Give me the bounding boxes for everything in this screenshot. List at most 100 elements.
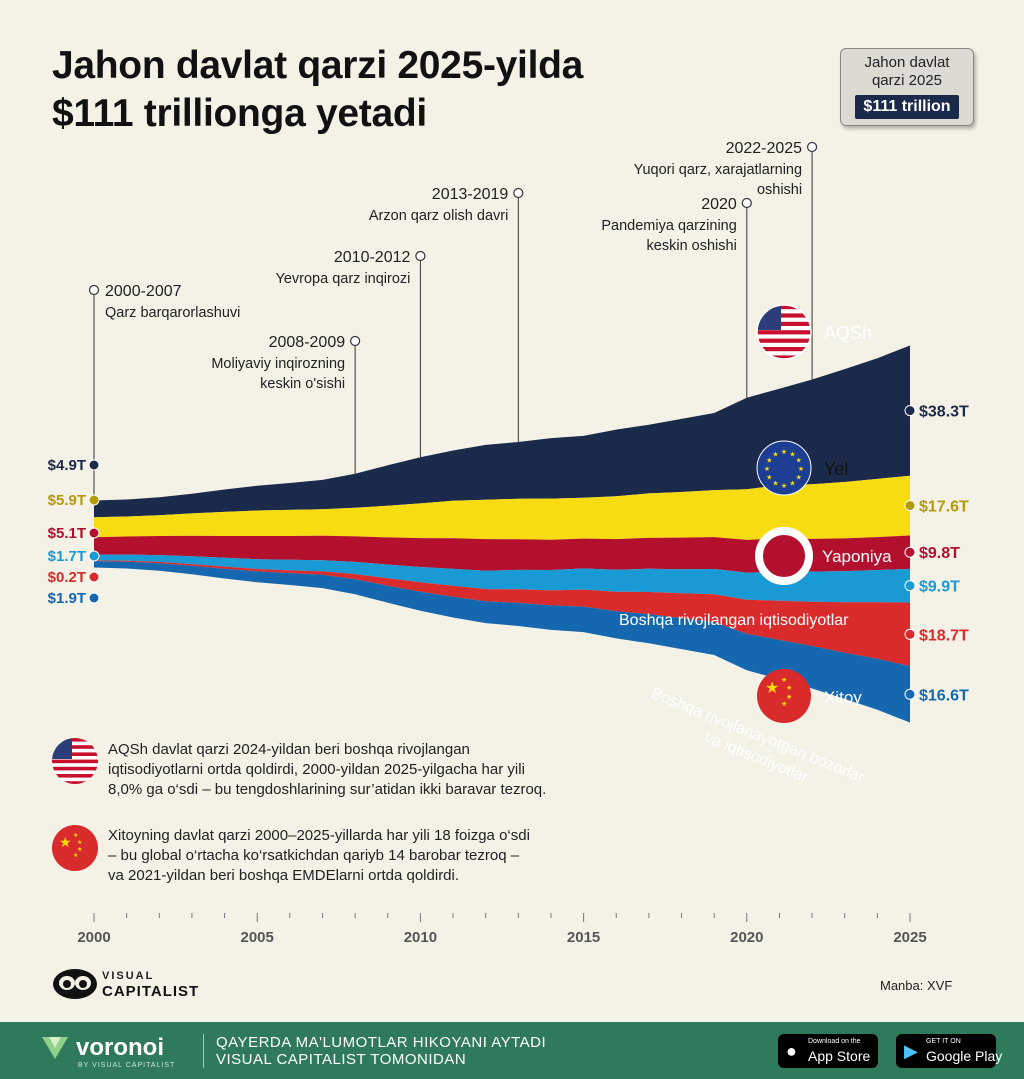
note-china-line: – bu global o‘rtacha ko‘rsatkichdan qari… [108, 847, 520, 864]
annotation-period: 2000-2007 [105, 283, 182, 300]
eu-star-icon: ★ [796, 457, 802, 465]
region-label-jp: Yaponiya [822, 547, 892, 566]
footer-bar: voronoi BY VISUAL CAPITALIST QAYERDA MA'… [0, 1022, 1024, 1079]
annotation-period: 2013-2019 [432, 186, 509, 203]
total-debt-value: $111 trillion [855, 95, 959, 119]
eu-star-icon: ★ [772, 450, 778, 458]
svg-text:★: ★ [786, 693, 792, 701]
eu-star-icon: ★ [781, 482, 787, 490]
start-value-label: $0.2T [48, 569, 86, 586]
annotation-period: 2008-2009 [269, 334, 346, 351]
annotation-text: Yuqori qarz, xarajatlarning [634, 162, 802, 178]
end-dot [904, 546, 916, 558]
svg-text:★: ★ [786, 684, 792, 692]
region-label-adv: Boshqa rivojlangan iqtisodiyotlar [619, 612, 849, 629]
note-us-line: iqtisodiyotlarni ortda qoldirdi, 2000-yi… [108, 761, 525, 778]
region-label-eu: Yel [824, 459, 848, 479]
end-value-label: $18.7T [919, 627, 969, 644]
app-store-button[interactable]: ● Download on the App Store [778, 1034, 878, 1068]
china-flag-icon: ★ ★ ★ ★ ★ [757, 669, 811, 723]
us-flag-icon [757, 305, 811, 359]
x-tick-label: 2010 [404, 929, 437, 946]
end-dot [904, 580, 916, 592]
app-store-small: Download on the [808, 1038, 861, 1045]
eu-star-icon: ★ [772, 480, 778, 488]
visual-capitalist-logo: VISUAL CAPITALIST [52, 966, 198, 1007]
annotation-period: 2020 [701, 196, 737, 213]
svg-text:★: ★ [77, 839, 82, 846]
x-tick-label: 2025 [893, 929, 926, 946]
voronoi-sub: BY VISUAL CAPITALIST [78, 1062, 176, 1069]
end-value-label: $16.6T [919, 687, 969, 704]
note-us: AQSh davlat qarzi 2024-yildan beri boshq… [108, 740, 546, 800]
title-line-1: Jahon davlat qarzi 2025-yilda [52, 44, 584, 87]
end-value-label: $17.6T [919, 499, 969, 516]
annotation-marker [741, 197, 752, 209]
annotation-text: keskin oshishi [647, 238, 737, 254]
x-tick-label: 2005 [241, 929, 274, 946]
total-debt-box: Jahon davlat qarzi 2025 $111 trillion [840, 48, 974, 126]
annotation-text: Moliyaviy inqirozning [211, 356, 345, 372]
annotation-text: oshishi [757, 182, 802, 198]
app-store-label: App Store [808, 1048, 871, 1064]
google-play-small: GET IT ON [926, 1038, 961, 1045]
note-china-line: va 2021-yildan beri boshqa EMDElarni ort… [108, 867, 460, 884]
apple-icon: ● [786, 1041, 797, 1061]
google-play-button[interactable]: ▶ GET IT ON Google Play [896, 1034, 1002, 1068]
start-value-label: $5.1T [48, 525, 86, 542]
svg-text:★: ★ [765, 678, 779, 697]
start-dot [88, 459, 100, 471]
x-tick-label: 2000 [77, 929, 110, 946]
chart-title: Jahon davlat qarzi 2025-yilda $111 trill… [52, 42, 583, 138]
eu-flag-icon: ★★★★★★★★★ ★ ★★ [756, 440, 812, 496]
area-layers [94, 345, 910, 723]
voronoi-logo-icon [42, 1037, 68, 1059]
china-flag-icon: ★ ★ ★ ★ ★ [52, 825, 98, 871]
footer-tagline: QAYERDA MA'LUMOTLAR HIKOYANI AYTADI VISU… [216, 1034, 546, 1068]
svg-text:★: ★ [59, 835, 72, 851]
start-value-label: $4.9T [48, 457, 86, 474]
value-labels: $4.9T $38.3T $5.9T $17.6T $5.1T $9.8T $1.7T $9.… [48, 404, 969, 705]
note-china: Xitoyning davlat qarzi 2000–2025-yillard… [108, 826, 530, 886]
brand-line-2: CAPITALIST [102, 983, 200, 1000]
area-yel [94, 475, 910, 540]
annotation-text: Pandemiya qarzining [601, 218, 736, 234]
end-value-label: $9.9T [919, 579, 960, 596]
annotation-text: Qarz barqarorlashuvi [105, 305, 240, 321]
eu-star-icon: ★ [796, 474, 802, 482]
end-dot [904, 628, 916, 640]
annotation-marker [806, 141, 818, 153]
eu-star-icon: ★ [789, 450, 795, 458]
region-label-us: AQSh [824, 323, 872, 343]
annotation-text: keskin o'sishi [260, 376, 345, 392]
svg-text:★: ★ [73, 852, 78, 859]
brand-line-1: VISUAL [102, 970, 155, 982]
x-tick-label: 2015 [567, 929, 600, 946]
eu-star-icon: ★ [798, 465, 804, 473]
start-dot [88, 550, 100, 562]
svg-text:★: ★ [781, 700, 787, 708]
area-yaponiya [94, 535, 910, 573]
annotation-marker [88, 284, 100, 296]
annotation-text: Arzon qarz olish davri [369, 208, 508, 224]
eu-star-icon: ★ [789, 480, 795, 488]
visual-capitalist-mark-icon [53, 969, 97, 999]
end-dot [904, 405, 916, 417]
area-boshqa-rivojlangan-iqtisodiyotlar [94, 554, 910, 603]
end-dot [904, 688, 916, 700]
google-play-label: Google Play [926, 1048, 1003, 1064]
annotations: 2000-2007 Qarz barqarorlashuvi 2008-2009 Mo… [88, 140, 818, 501]
annotation-marker [513, 187, 524, 199]
annotation-marker [415, 250, 426, 262]
footer-tagline-1: QAYERDA MA'LUMOTLAR HIKOYANI AYTADI [216, 1034, 547, 1051]
x-tick-label: 2020 [730, 929, 763, 946]
annotation-marker [350, 335, 361, 347]
end-value-label: $9.8T [919, 545, 960, 562]
start-value-label: $1.9T [48, 590, 86, 607]
note-china-line: Xitoyning davlat qarzi 2000–2025-yillard… [108, 827, 530, 844]
source-text: Manba: XVF [880, 978, 953, 993]
footer-tagline-2: VISUAL CAPITALIST TOMONIDAN [216, 1051, 467, 1068]
title-line-2: $111 trillionga yetadi [52, 92, 427, 135]
start-dot [88, 494, 100, 506]
svg-text:★: ★ [781, 676, 787, 684]
